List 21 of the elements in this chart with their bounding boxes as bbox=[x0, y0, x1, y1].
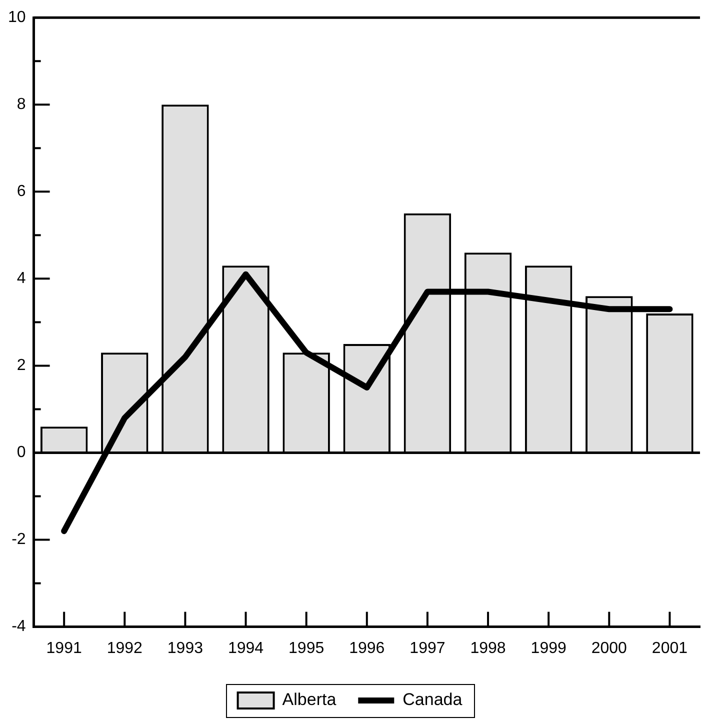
legend-label: Canada bbox=[402, 690, 463, 710]
y-tick-label: 2 bbox=[16, 357, 26, 374]
x-tick-label: 2001 bbox=[652, 640, 688, 657]
x-tick-label: 1994 bbox=[228, 640, 264, 657]
legend-label: Alberta bbox=[282, 690, 337, 710]
y-tick-label: 8 bbox=[16, 96, 26, 114]
x-tick-label: 1996 bbox=[349, 640, 385, 657]
y-tick-label: -4 bbox=[12, 618, 26, 636]
y-tick-label: 4 bbox=[16, 270, 26, 288]
x-tick-label: 1997 bbox=[410, 640, 446, 657]
y-tick-label: 6 bbox=[16, 183, 26, 200]
x-tick-label: 1992 bbox=[106, 640, 143, 657]
x-tick-label: 1998 bbox=[470, 640, 506, 657]
x-tick-label: 1995 bbox=[288, 640, 324, 657]
x-tick-label: 1993 bbox=[167, 640, 204, 657]
y-tick-label: 0 bbox=[16, 444, 26, 462]
y-tick-label: 10 bbox=[8, 9, 26, 26]
y-tick-label: -2 bbox=[12, 531, 26, 548]
x-tick-label: 1991 bbox=[46, 640, 82, 657]
x-tick-label: 2000 bbox=[591, 640, 628, 657]
x-tick-label: 1999 bbox=[530, 640, 566, 657]
